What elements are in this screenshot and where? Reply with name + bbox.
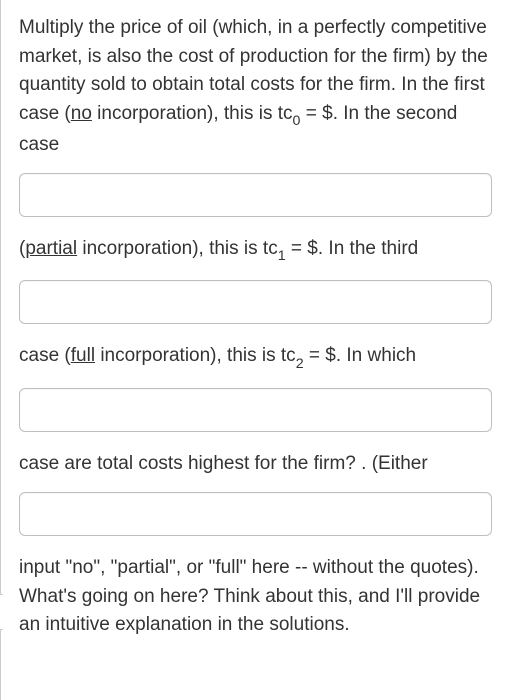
side-tab-edge: [0, 594, 3, 630]
subscript-2: 2: [296, 356, 304, 372]
paragraph-5: input "no", "partial", or "full" here --…: [19, 557, 480, 635]
text-span: input "no", "partial", or "full" here --…: [19, 557, 480, 635]
paragraph-4: case are total costs highest for the fir…: [19, 453, 428, 474]
answer-input-tc2[interactable]: [19, 388, 492, 432]
question-text-block: Multiply the price of oil (which, in a p…: [19, 14, 492, 640]
subscript-1: 1: [278, 248, 286, 264]
underline-partial: partial: [25, 238, 77, 259]
underline-full: full: [71, 345, 95, 366]
answer-input-wrap-2: [19, 280, 492, 324]
text-span: incorporation), this is tc: [95, 345, 296, 366]
paragraph-1: Multiply the price of oil (which, in a p…: [19, 17, 488, 155]
text-span: case (: [19, 345, 71, 366]
text-span: = $. In the third: [286, 238, 419, 259]
answer-input-wrap-4: [19, 492, 492, 536]
text-span: incorporation), this is tc: [92, 103, 293, 124]
answer-input-tc0[interactable]: [19, 173, 492, 217]
underline-no: no: [71, 103, 92, 124]
answer-input-which-case[interactable]: [19, 492, 492, 536]
answer-input-wrap-1: [19, 173, 492, 217]
subscript-0: 0: [293, 113, 301, 129]
paragraph-2: (partial incorporation), this is tc1 = $…: [19, 238, 418, 259]
answer-input-tc1[interactable]: [19, 280, 492, 324]
paragraph-3: case (full incorporation), this is tc2 =…: [19, 345, 416, 366]
text-span: incorporation), this is tc: [77, 238, 278, 259]
text-span: = $. In which: [304, 345, 416, 366]
answer-input-wrap-3: [19, 388, 492, 432]
text-span: case are total costs highest for the fir…: [19, 453, 428, 474]
